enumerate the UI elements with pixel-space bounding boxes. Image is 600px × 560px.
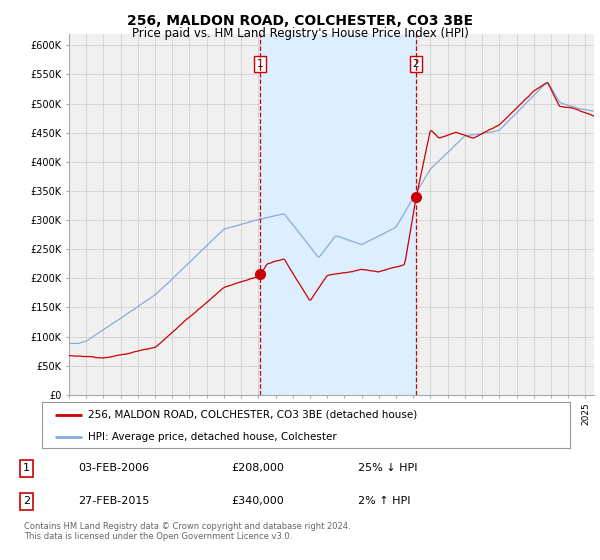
Text: £340,000: £340,000 — [231, 497, 284, 506]
Text: 256, MALDON ROAD, COLCHESTER, CO3 3BE: 256, MALDON ROAD, COLCHESTER, CO3 3BE — [127, 14, 473, 28]
Text: 03-FEB-2006: 03-FEB-2006 — [78, 464, 149, 473]
Text: 1: 1 — [23, 464, 30, 473]
Text: 1: 1 — [257, 59, 263, 69]
Text: 2% ↑ HPI: 2% ↑ HPI — [358, 497, 410, 506]
Bar — [260, 34, 416, 395]
Text: 2: 2 — [23, 497, 30, 506]
Text: Price paid vs. HM Land Registry's House Price Index (HPI): Price paid vs. HM Land Registry's House … — [131, 27, 469, 40]
Text: 25% ↓ HPI: 25% ↓ HPI — [358, 464, 417, 473]
Text: 2: 2 — [413, 59, 419, 69]
Text: 256, MALDON ROAD, COLCHESTER, CO3 3BE (detached house): 256, MALDON ROAD, COLCHESTER, CO3 3BE (d… — [88, 410, 418, 420]
Text: £208,000: £208,000 — [231, 464, 284, 473]
Text: 27-FEB-2015: 27-FEB-2015 — [78, 497, 149, 506]
Text: HPI: Average price, detached house, Colchester: HPI: Average price, detached house, Colc… — [88, 432, 337, 441]
Text: Contains HM Land Registry data © Crown copyright and database right 2024.
This d: Contains HM Land Registry data © Crown c… — [24, 522, 350, 542]
